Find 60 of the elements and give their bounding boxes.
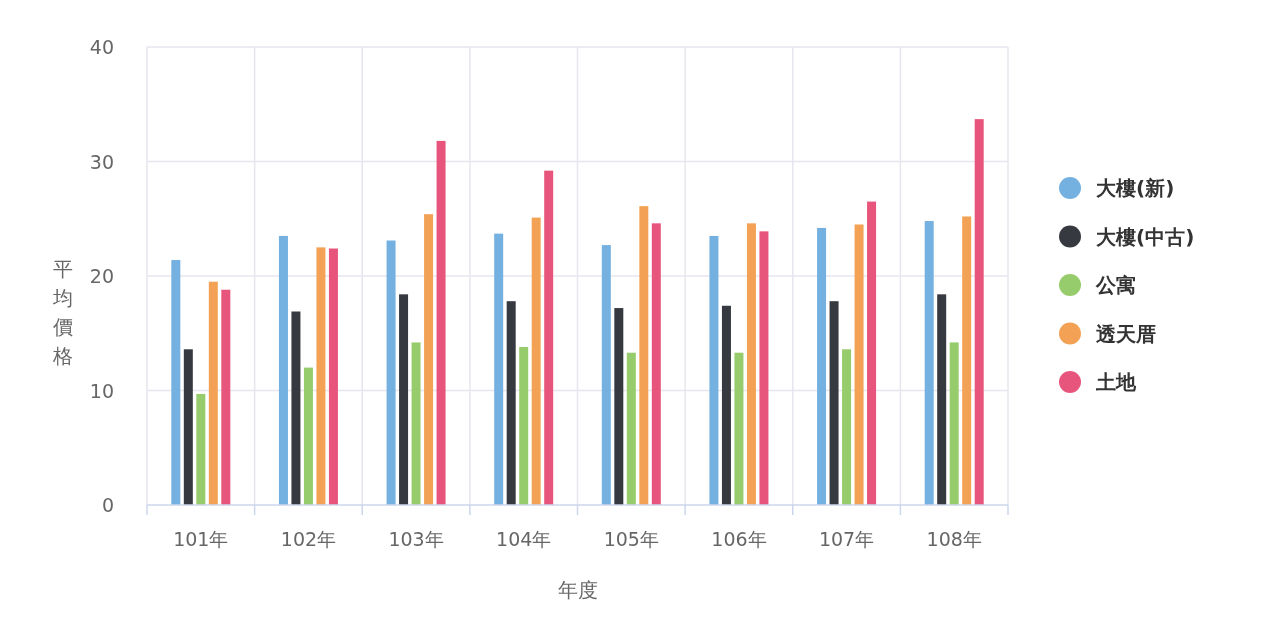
x-tick-label: 107年 bbox=[818, 528, 875, 550]
bar bbox=[867, 201, 877, 505]
bar bbox=[196, 393, 206, 505]
y-tick-label: 10 bbox=[89, 379, 114, 402]
x-tick-label: 101年 bbox=[173, 528, 229, 550]
x-tick-label: 102年 bbox=[280, 528, 337, 550]
bar bbox=[386, 240, 396, 505]
bar bbox=[424, 214, 434, 505]
y-tick-label: 0 bbox=[101, 494, 114, 516]
bar bbox=[411, 342, 421, 505]
bar bbox=[601, 245, 611, 505]
x-tick-label: 105年 bbox=[603, 528, 659, 550]
bar bbox=[949, 342, 959, 505]
bar bbox=[639, 206, 649, 505]
legend-label: 透天厝 bbox=[1095, 321, 1156, 346]
bar bbox=[937, 294, 947, 505]
bar bbox=[817, 227, 827, 505]
bar bbox=[328, 248, 338, 505]
bar bbox=[544, 170, 554, 505]
bar bbox=[842, 349, 852, 505]
y-axis-title: 平均價格 bbox=[52, 257, 73, 368]
bar bbox=[221, 289, 231, 505]
bar bbox=[962, 216, 972, 505]
bar bbox=[183, 349, 193, 505]
bar bbox=[171, 259, 181, 505]
bar bbox=[734, 352, 744, 505]
x-axis-title: 年度 bbox=[557, 578, 598, 602]
bar bbox=[651, 223, 661, 505]
x-tick-label: 108年 bbox=[926, 528, 982, 550]
bar bbox=[291, 311, 301, 505]
bar bbox=[278, 235, 288, 505]
bar bbox=[974, 119, 984, 505]
y-tick-label: 40 bbox=[89, 36, 114, 58]
bar bbox=[759, 231, 769, 505]
y-tick-label: 30 bbox=[89, 150, 114, 173]
bar bbox=[854, 224, 864, 505]
bar bbox=[208, 281, 218, 505]
x-tick-label: 103年 bbox=[388, 528, 444, 550]
legend-label: 公寓 bbox=[1095, 273, 1136, 297]
legend-label: 土地 bbox=[1095, 370, 1137, 394]
bar bbox=[519, 346, 529, 505]
bar bbox=[399, 294, 409, 505]
bar bbox=[494, 233, 504, 505]
bar bbox=[506, 301, 516, 505]
bar bbox=[746, 223, 756, 505]
x-tick-label: 106年 bbox=[711, 528, 767, 550]
legend-label: 大樓(中古) bbox=[1096, 224, 1195, 249]
bar bbox=[316, 247, 326, 505]
bar bbox=[829, 301, 839, 505]
bar bbox=[626, 352, 636, 505]
legend-label: 大樓(新) bbox=[1096, 176, 1175, 200]
y-tick-label: 20 bbox=[89, 265, 114, 287]
bar bbox=[709, 235, 719, 505]
x-tick-label: 104年 bbox=[496, 528, 552, 550]
bar bbox=[924, 221, 934, 505]
bar bbox=[303, 367, 313, 505]
bar bbox=[721, 305, 731, 505]
bar bbox=[531, 217, 541, 505]
bar bbox=[436, 140, 446, 505]
bar bbox=[614, 308, 624, 505]
